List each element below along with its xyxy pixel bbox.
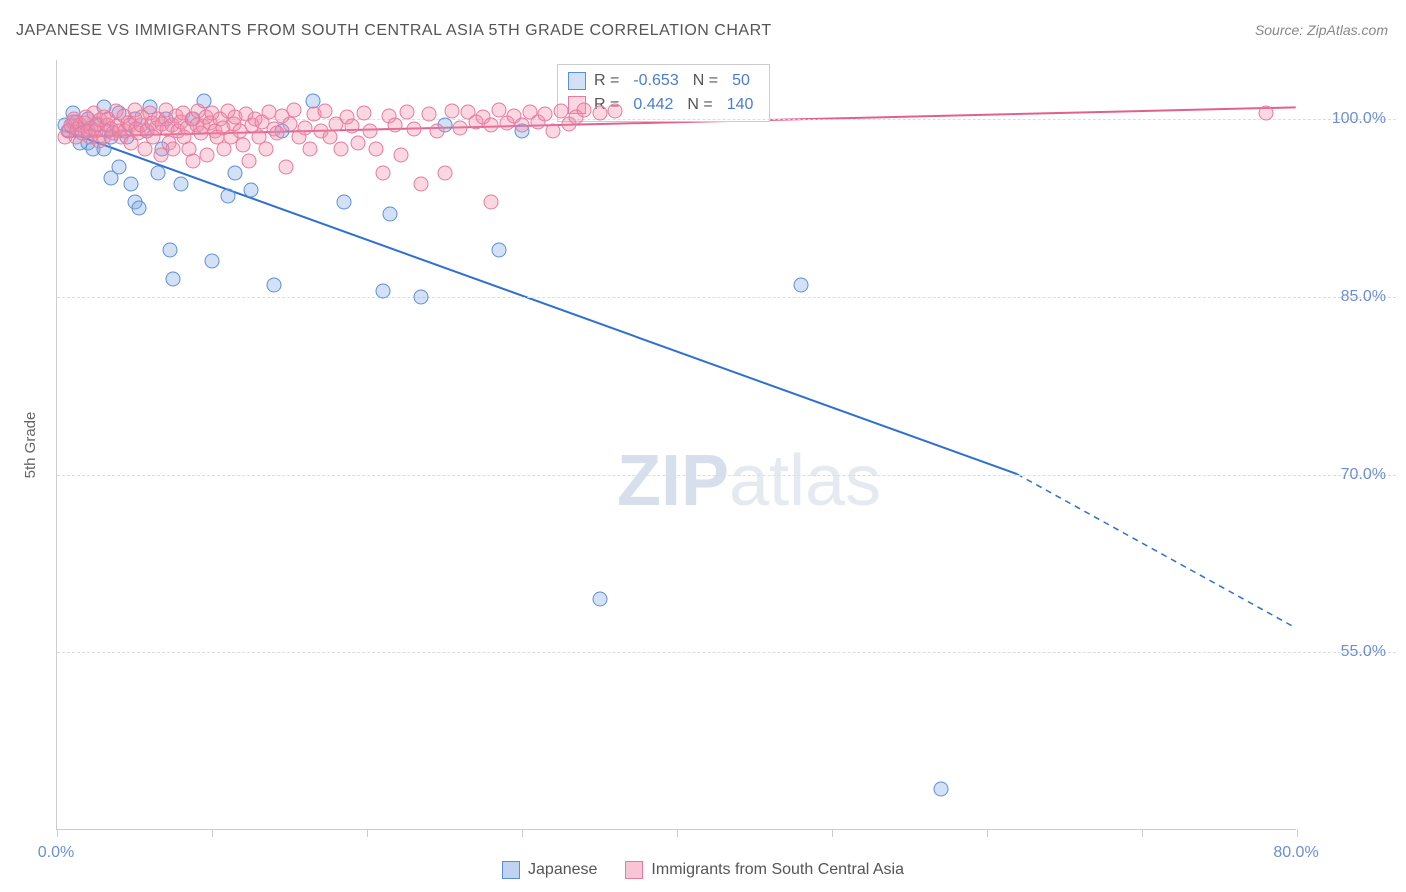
japanese-point [794, 278, 809, 293]
immigrant-point [484, 118, 499, 133]
immigrant-point [200, 147, 215, 162]
legend-swatch [502, 861, 520, 879]
immigrant-point [592, 106, 607, 121]
immigrant-point [538, 107, 553, 122]
immigrant-point [302, 141, 317, 156]
gridline [57, 297, 1396, 298]
immigrant-point [515, 118, 530, 133]
japanese-point [220, 189, 235, 204]
japanese-point [375, 284, 390, 299]
immigrant-point [414, 177, 429, 192]
y-tick-label: 70.0% [1306, 466, 1386, 484]
japanese-point [150, 165, 165, 180]
immigrant-point [259, 141, 274, 156]
x-tick [212, 829, 213, 837]
immigrant-point [400, 105, 415, 120]
japanese-point [205, 254, 220, 269]
immigrant-point [186, 153, 201, 168]
japanese-point [228, 165, 243, 180]
legend-item: Japanese [502, 861, 597, 879]
immigrant-point [318, 103, 333, 118]
immigrant-point [394, 147, 409, 162]
japanese-point [112, 159, 127, 174]
x-tick-label: 0.0% [38, 844, 74, 862]
immigrant-point [429, 124, 444, 139]
immigrant-point [242, 153, 257, 168]
x-tick-label: 80.0% [1273, 844, 1318, 862]
immigrant-point [344, 119, 359, 134]
japanese-point [592, 592, 607, 607]
immigrant-point [279, 159, 294, 174]
y-axis-label: 5th Grade [22, 412, 39, 479]
gridline [57, 475, 1396, 476]
immigrant-point [287, 102, 302, 117]
immigrant-point [375, 165, 390, 180]
japanese-point [174, 177, 189, 192]
x-tick [832, 829, 833, 837]
x-tick [522, 829, 523, 837]
gridline [57, 652, 1396, 653]
immigrant-point [298, 120, 313, 135]
immigrant-point [445, 103, 460, 118]
japanese-point [132, 201, 147, 216]
x-tick [987, 829, 988, 837]
immigrant-point [333, 141, 348, 156]
immigrant-point [608, 103, 623, 118]
y-tick-label: 85.0% [1306, 288, 1386, 306]
japanese-point [267, 278, 282, 293]
japanese-point [933, 781, 948, 796]
x-tick [57, 829, 58, 837]
japanese-point [383, 207, 398, 222]
immigrant-point [577, 102, 592, 117]
japanese-point [243, 183, 258, 198]
immigrant-point [422, 107, 437, 122]
japanese-swatch [568, 72, 586, 90]
immigrant-point [356, 106, 371, 121]
legend-row: R =-0.653N =50 [568, 69, 759, 93]
plot-area: ZIPatlas R =-0.653N =50R =0.442N =140 55… [56, 60, 1296, 830]
japanese-point [491, 242, 506, 257]
trend-lines [57, 60, 1296, 829]
immigrant-point [546, 124, 561, 139]
immigrant-point [484, 195, 499, 210]
x-tick [1142, 829, 1143, 837]
immigrant-point [350, 135, 365, 150]
watermark: ZIPatlas [617, 440, 881, 522]
immigrant-point [1259, 106, 1274, 121]
y-tick-label: 100.0% [1306, 110, 1386, 128]
x-tick [1297, 829, 1298, 837]
chart-title: JAPANESE VS IMMIGRANTS FROM SOUTH CENTRA… [16, 22, 772, 40]
japanese-point [166, 272, 181, 287]
x-tick [677, 829, 678, 837]
japanese-point [414, 289, 429, 304]
legend-label: Japanese [528, 861, 597, 879]
japanese-point [163, 242, 178, 257]
immigrant-point [387, 118, 402, 133]
legend-label: Immigrants from South Central Asia [651, 861, 904, 879]
immigrant-point [453, 120, 468, 135]
immigrant-point [437, 165, 452, 180]
japanese-point [336, 195, 351, 210]
immigrant-point [166, 141, 181, 156]
immigrant-point [406, 121, 421, 136]
immigrant-point [363, 124, 378, 139]
series-legend: Japanese Immigrants from South Central As… [0, 861, 1406, 884]
legend-item: Immigrants from South Central Asia [625, 861, 904, 879]
immigrant-point [236, 138, 251, 153]
y-tick-label: 55.0% [1306, 643, 1386, 661]
japanese-point [124, 177, 139, 192]
legend-swatch [625, 861, 643, 879]
immigrant-point [369, 141, 384, 156]
x-tick [367, 829, 368, 837]
source-label: Source: ZipAtlas.com [1255, 22, 1388, 38]
